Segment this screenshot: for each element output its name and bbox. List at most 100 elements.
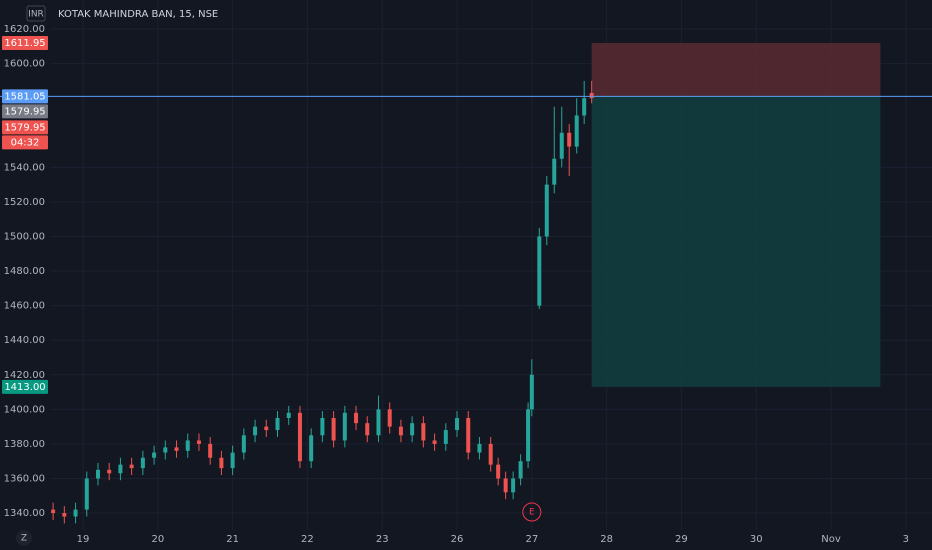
candle-body	[503, 478, 508, 493]
time-axis	[0, 530, 932, 550]
y-tick-label: 1420.00	[4, 370, 45, 381]
candle-body	[219, 457, 224, 469]
candle-body	[62, 513, 67, 517]
candle-body	[208, 443, 213, 458]
event-marker	[522, 502, 542, 522]
countdown-badge-bg	[2, 135, 48, 150]
target-price-badge: 1413.00	[4, 382, 45, 393]
candle-body	[73, 509, 78, 517]
candle-body	[529, 374, 534, 410]
candle-body	[496, 464, 501, 479]
x-tick-label: 22	[301, 534, 314, 545]
candle-body	[275, 417, 280, 431]
plot: E	[0, 42, 932, 524]
candle-body	[387, 409, 392, 427]
candle-body	[398, 426, 403, 436]
close-price-badge: 1579.95	[4, 122, 45, 133]
candle-body	[443, 430, 448, 444]
candle-body	[552, 158, 557, 185]
candle-body	[107, 469, 112, 474]
x-tick-label: Nov	[821, 534, 841, 545]
stop-price-badge-bg	[2, 35, 48, 50]
axis: 1620.00 1600.00 1540.00 1520.00 1500.00 1480.…	[0, 24, 932, 550]
x-tick-label: 26	[451, 534, 464, 545]
stop-zone	[591, 42, 881, 97]
y-tick-label: 1500.00	[4, 231, 45, 242]
x-tick-label: 21	[226, 534, 239, 545]
candle-body	[264, 426, 269, 431]
candle-body	[574, 115, 579, 147]
candle-body	[297, 412, 302, 462]
candle-body	[320, 417, 325, 436]
zoom-button[interactable]	[16, 530, 32, 546]
y-tick-label: 1440.00	[4, 335, 45, 346]
candle-body	[466, 417, 471, 453]
candle-body	[589, 93, 594, 99]
countdown-badge: 04:32	[11, 137, 40, 148]
candle-body	[331, 417, 336, 441]
candle-body	[488, 443, 493, 465]
candle-body	[365, 423, 370, 436]
candle-body	[84, 478, 89, 510]
candle-body	[230, 452, 235, 469]
candle-body	[582, 98, 587, 116]
candle-body	[342, 412, 347, 441]
entry-price-badge-bg	[2, 89, 48, 104]
candle-body	[544, 184, 549, 237]
y-tick-label: 1360.00	[4, 473, 45, 484]
candle-body	[567, 132, 572, 147]
entry-price-badge: 1581.05	[4, 91, 45, 102]
y-tick-label: 1400.00	[4, 404, 45, 415]
candle-body	[537, 236, 542, 306]
x-tick-label: 23	[376, 534, 389, 545]
x-tick-label: 20	[151, 534, 164, 545]
candle-body	[152, 452, 157, 458]
y-tick-label: 1540.00	[4, 162, 45, 173]
stop-price-badge: 1611.95	[4, 38, 45, 49]
candle-body	[511, 478, 516, 493]
candle-body	[118, 464, 123, 474]
candle-body	[174, 447, 179, 451]
x-tick-label: 19	[77, 534, 90, 545]
candle-body	[51, 509, 56, 514]
x-tick-label: 30	[750, 534, 763, 545]
candle-body	[309, 435, 314, 462]
event-label: E	[529, 508, 535, 518]
chart-title: KOTAK MAHINDRA BAN, 15, NSE	[58, 9, 218, 20]
candle-body	[241, 435, 246, 453]
y-tick-label: 1380.00	[4, 439, 45, 450]
candle-body	[129, 464, 134, 469]
candle-body	[185, 440, 190, 451]
y-tick-label: 1460.00	[4, 301, 45, 312]
target-price-badge-bg	[2, 379, 48, 394]
candle-body	[518, 461, 523, 479]
y-tick-label: 1600.00	[4, 59, 45, 70]
last-price-badge-bg	[2, 104, 48, 119]
candle-body	[559, 132, 564, 159]
candle-body	[354, 412, 359, 424]
y-tick-label: 1480.00	[4, 266, 45, 277]
candle-body	[196, 440, 201, 444]
target-zone	[591, 96, 881, 387]
y-tick-label: 1620.00	[4, 24, 45, 35]
candle-body	[477, 443, 482, 453]
candle-body	[163, 447, 168, 453]
candle-body	[140, 457, 145, 469]
candle-body	[421, 423, 426, 441]
candle-body	[253, 426, 258, 436]
candle-body	[455, 417, 460, 431]
last-price-badge: 1579.95	[4, 106, 45, 117]
candle-body	[410, 423, 415, 436]
x-tick-label: 28	[600, 534, 613, 545]
currency-box	[26, 5, 46, 22]
candle-body	[376, 409, 381, 436]
candle-body	[526, 409, 531, 462]
x-tick-label: 29	[675, 534, 688, 545]
x-tick-label: 27	[525, 534, 538, 545]
currency: INR	[28, 10, 44, 20]
candle-body	[95, 469, 100, 479]
zoom-icon[interactable]: Z	[21, 534, 27, 544]
close-price-badge-bg	[2, 120, 48, 135]
